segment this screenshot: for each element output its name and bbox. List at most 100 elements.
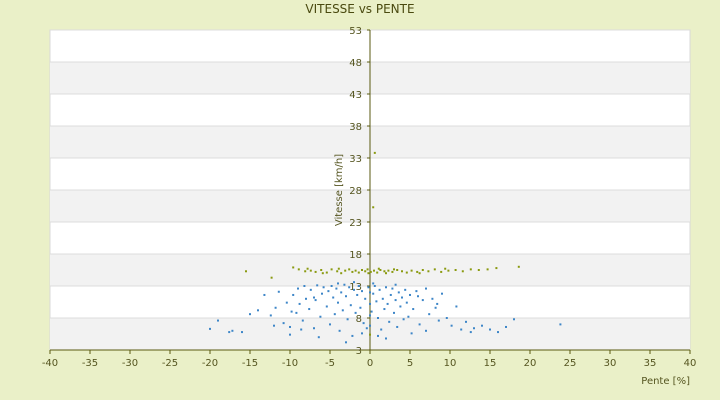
data-point [399, 305, 402, 308]
x-tick-label: -10 [282, 358, 298, 369]
data-point [297, 287, 299, 290]
data-point [375, 300, 378, 303]
data-point [309, 288, 312, 291]
data-point [440, 270, 443, 273]
data-point [322, 286, 325, 289]
data-point [481, 324, 483, 327]
data-point [333, 313, 336, 316]
data-point [412, 308, 415, 311]
data-point [383, 308, 386, 311]
data-point [346, 318, 349, 321]
data-point [445, 317, 448, 319]
data-point [377, 317, 379, 319]
data-point [325, 305, 328, 308]
data-point [391, 270, 394, 273]
data-point [489, 328, 491, 331]
data-point [369, 333, 371, 336]
data-point [348, 268, 351, 271]
x-tick-label: -5 [325, 358, 335, 369]
data-point [297, 268, 300, 271]
data-point [378, 288, 381, 291]
data-point [364, 270, 367, 273]
data-point [385, 286, 387, 289]
y-tick-label: 3 [356, 346, 362, 357]
data-point [338, 329, 341, 332]
data-point [367, 286, 370, 289]
data-point [505, 325, 507, 328]
data-point [337, 282, 339, 285]
data-point [277, 290, 280, 293]
data-point [441, 292, 443, 295]
data-point [410, 269, 413, 272]
data-point [340, 272, 343, 275]
data-point [308, 308, 311, 311]
y-axis-title: Vitesse [km/h] [334, 154, 345, 226]
data-point [436, 302, 439, 305]
x-tick-label: 10 [444, 358, 457, 369]
data-point [404, 288, 407, 291]
y-tick-label: 8 [356, 314, 362, 325]
data-point [364, 297, 367, 300]
y-tick-label: 28 [349, 186, 362, 197]
data-point [421, 269, 424, 271]
data-point [394, 283, 397, 286]
data-point [425, 329, 427, 332]
data-point [372, 206, 375, 209]
y-tick-label: 23 [349, 218, 362, 229]
data-point [274, 306, 277, 309]
data-point [320, 269, 323, 271]
data-point [366, 268, 369, 271]
data-point [351, 334, 354, 337]
data-point [473, 327, 475, 330]
data-point [353, 288, 355, 291]
data-point [389, 293, 392, 296]
data-point [351, 270, 354, 273]
data-point [372, 282, 375, 285]
data-point [450, 324, 453, 327]
data-point [273, 324, 275, 327]
data-point [345, 295, 347, 298]
data-point [396, 325, 399, 328]
data-point [335, 287, 338, 290]
data-point [361, 290, 363, 293]
data-point [427, 270, 430, 273]
data-point [303, 285, 306, 287]
data-point [332, 296, 335, 299]
data-point [447, 269, 450, 272]
x-tick-label: 5 [407, 358, 413, 369]
data-point [316, 284, 319, 287]
data-point [434, 306, 437, 309]
data-point [317, 336, 320, 339]
data-point [425, 287, 427, 290]
data-point [373, 151, 376, 154]
data-point [377, 334, 379, 337]
data-point [289, 325, 291, 328]
data-point [290, 310, 293, 313]
data-point [437, 319, 440, 322]
data-point [337, 301, 339, 304]
data-point [396, 269, 399, 271]
data-point [418, 323, 421, 326]
x-tick-label: -25 [162, 358, 178, 369]
y-tick-label: 38 [349, 122, 362, 133]
data-point [327, 290, 330, 293]
x-tick-label: 20 [524, 358, 537, 369]
data-point [245, 270, 247, 273]
data-point [289, 333, 291, 336]
data-point [301, 319, 304, 322]
data-point [380, 328, 383, 331]
data-point [313, 327, 315, 330]
data-point [369, 291, 371, 294]
data-point [388, 320, 391, 323]
data-point [418, 272, 421, 275]
data-point [361, 269, 363, 271]
data-point [285, 301, 288, 304]
data-point [306, 267, 309, 270]
data-point [357, 271, 360, 274]
x-tick-label: 40 [684, 358, 697, 369]
data-point [304, 270, 307, 273]
data-point [405, 301, 408, 304]
data-point [209, 327, 211, 330]
data-point [497, 331, 499, 334]
